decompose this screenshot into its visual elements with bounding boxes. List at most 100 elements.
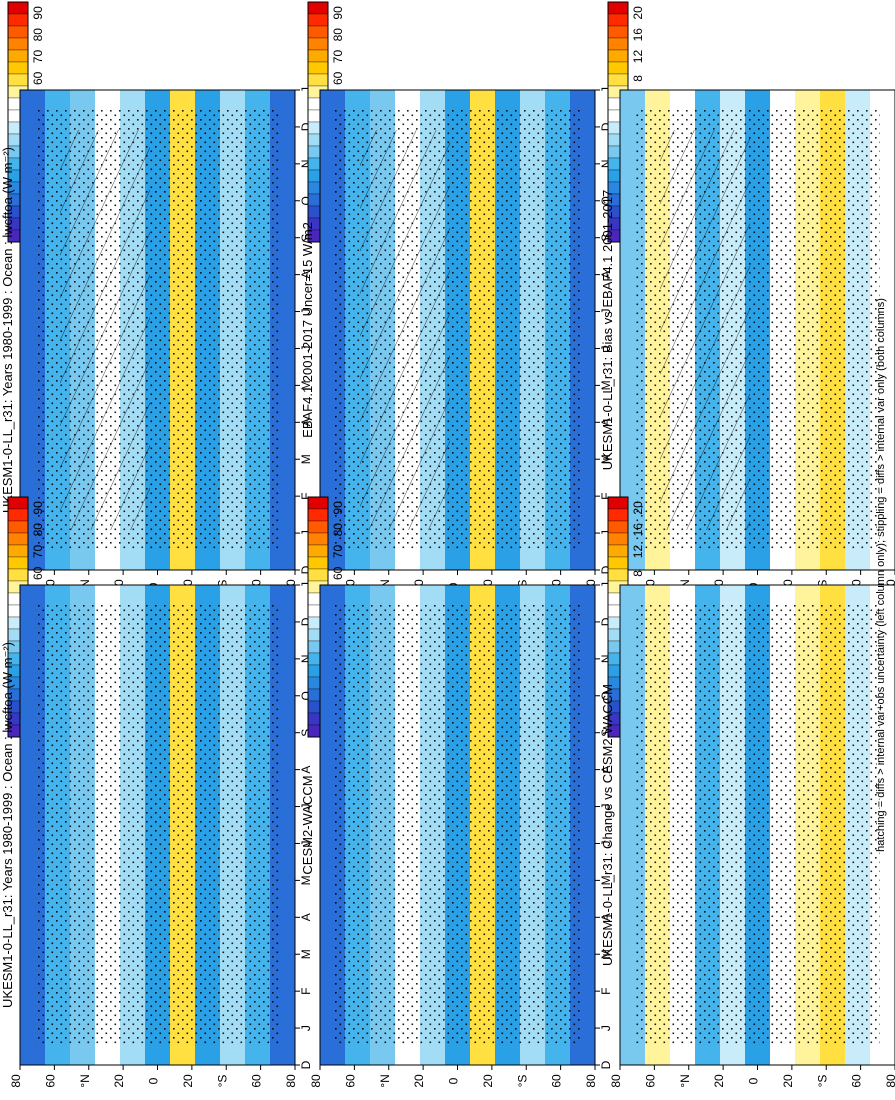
colorbar-segment — [607, 37, 629, 51]
colorbar-segment — [7, 49, 29, 63]
month-label: S — [299, 234, 313, 242]
lat-label: 80 — [309, 1074, 323, 1088]
colorbar-segment — [7, 61, 29, 75]
colorbar-segment — [7, 13, 29, 27]
colorbar-label: 90 — [331, 6, 345, 20]
colorbar-segment — [7, 520, 29, 534]
lat-label: 80 — [284, 1074, 298, 1088]
colorbar-segment — [607, 520, 629, 534]
month-label: M — [599, 454, 613, 464]
month-label: A — [599, 271, 613, 279]
month-label: S — [599, 729, 613, 737]
footnote: hatching = diffs > internal var+obs unce… — [875, 298, 887, 852]
hatching — [660, 130, 750, 530]
colorbar-segment — [7, 568, 29, 582]
colorbar-segment — [307, 13, 329, 27]
colorbar-label: 70 — [331, 50, 345, 64]
month-label: D — [599, 122, 613, 131]
month-label: F — [599, 492, 613, 499]
month-label: J — [599, 1025, 613, 1031]
colorbar-label: 80 — [31, 28, 45, 42]
colorbar-label: 20 — [631, 501, 645, 515]
lat-label: 20 — [181, 1074, 195, 1088]
lat-label: 80 — [584, 1074, 598, 1088]
colorbar-segment — [607, 49, 629, 63]
lat-label: °S — [215, 1075, 229, 1088]
stippling — [335, 605, 580, 1045]
colorbar-segment — [607, 568, 629, 582]
colorbar-segment — [607, 25, 629, 39]
colorbar-segment — [307, 556, 329, 570]
month-label: N — [599, 655, 613, 664]
month-label: J — [299, 1025, 313, 1031]
month-label: N — [599, 160, 613, 169]
colorbar-label: 60 — [331, 566, 345, 580]
month-label: D — [599, 1060, 613, 1069]
month-label: A — [299, 766, 313, 774]
month-label: D — [299, 565, 313, 574]
month-label: J — [299, 345, 313, 351]
month-label: M — [599, 380, 613, 390]
month-label: N — [299, 160, 313, 169]
lat-label: 60 — [250, 1074, 264, 1088]
lat-label: °N — [678, 1074, 692, 1087]
month-label: N — [299, 655, 313, 664]
month-label: A — [599, 766, 613, 774]
month-label: J — [599, 309, 613, 315]
month-label: J — [599, 582, 613, 588]
month-label: D — [599, 617, 613, 626]
colorbar-segment — [7, 544, 29, 558]
colorbar-label: 90 — [31, 501, 45, 515]
lat-label: 0 — [147, 1077, 161, 1084]
lat-label: °S — [815, 1075, 829, 1088]
month-label: J — [599, 345, 613, 351]
lat-label: 0 — [747, 1077, 761, 1084]
month-label: F — [299, 987, 313, 994]
month-label: J — [599, 804, 613, 810]
month-label: F — [599, 987, 613, 994]
lat-label: 60 — [43, 1074, 57, 1088]
month-label: A — [599, 913, 613, 921]
month-label: J — [299, 309, 313, 315]
panel-title: UKESM1-0-LL_r31: Years 1980-1999 : Ocean… — [0, 642, 15, 1008]
month-label: M — [299, 454, 313, 464]
colorbar-segment — [7, 25, 29, 39]
colorbar-segment — [307, 1, 329, 15]
lat-label: 60 — [343, 1074, 357, 1088]
colorbar-label: 8 — [631, 570, 645, 577]
panel-middle-left: 9080706050403020100-10EBAF4.1 2001-2017 … — [300, 1, 613, 593]
month-label: A — [299, 271, 313, 279]
colorbar-segment — [607, 13, 629, 27]
colorbar-segment — [307, 532, 329, 546]
colorbar-segment — [7, 532, 29, 546]
colorbar-segment — [307, 568, 329, 582]
hatching — [60, 130, 150, 530]
lat-label: 20 — [481, 1074, 495, 1088]
month-label: O — [599, 691, 613, 700]
month-label: S — [599, 234, 613, 242]
month-label: M — [299, 875, 313, 885]
colorbar-segment — [607, 73, 629, 87]
stippling — [35, 605, 280, 1045]
month-label: M — [599, 875, 613, 885]
lat-label: 0 — [447, 1077, 461, 1084]
colorbar-segment — [607, 508, 629, 522]
panel-title: UKESM1-0-LL_r31: Bias vs EBAF4.1 2001-20… — [600, 190, 615, 470]
month-label: O — [299, 196, 313, 205]
panel-top-left: 9080706050403020100-10UKESM1-0-LL_r31: Y… — [0, 1, 313, 593]
colorbar-label: 90 — [331, 501, 345, 515]
colorbar-segment — [7, 37, 29, 51]
lat-label: °S — [515, 1075, 529, 1088]
colorbar-label: 80 — [331, 523, 345, 537]
lat-label: 20 — [112, 1074, 126, 1088]
month-label: J — [299, 582, 313, 588]
colorbar-label: 60 — [31, 71, 45, 85]
month-label: F — [299, 492, 313, 499]
colorbar-segment — [307, 496, 329, 510]
colorbar-segment — [7, 508, 29, 522]
colorbar-label: 70 — [31, 50, 45, 64]
colorbar-label: 16 — [631, 28, 645, 42]
lat-label: 20 — [781, 1074, 795, 1088]
colorbar-segment — [607, 61, 629, 75]
